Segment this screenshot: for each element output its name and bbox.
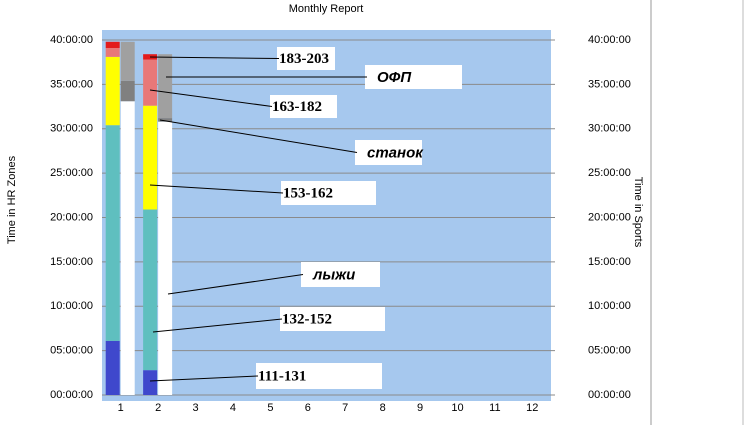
annotation-label: 111-131	[258, 368, 306, 384]
bar-segment	[105, 125, 120, 341]
annotation-box	[301, 262, 380, 287]
y-tick-label: 25:00:00	[50, 167, 93, 179]
bar-segment	[120, 80, 135, 102]
y-tick-label: 20:00:00	[50, 211, 93, 223]
x-tick-label: 5	[267, 402, 273, 414]
x-tick-label: 2	[155, 402, 161, 414]
annotation-box	[281, 181, 376, 205]
annotation-label: станок	[367, 144, 424, 161]
x-tick-label: 7	[342, 402, 348, 414]
bar-segment	[105, 41, 120, 48]
annotation-label: ОФП	[377, 69, 412, 86]
x-tick-label: 3	[192, 402, 198, 414]
chart-title: Monthly Report	[289, 3, 364, 15]
annotation-label: 153-162	[283, 185, 333, 201]
annotation-label: лыжи	[312, 266, 355, 283]
bar-segment	[158, 118, 173, 122]
annotation-leader	[149, 56, 280, 59]
plot-area	[102, 30, 551, 401]
bar-segment	[105, 47, 120, 57]
y-tick-label: 30:00:00	[50, 123, 93, 135]
annotation-leader	[152, 318, 283, 333]
y2-tick-label: 30:00:00	[588, 123, 631, 135]
bar-segment	[143, 105, 158, 210]
y-tick-label: 15:00:00	[50, 256, 93, 268]
y2-tick-label: 20:00:00	[588, 211, 631, 223]
y-tick-label: 40:00:00	[50, 34, 93, 46]
annotation-box	[277, 47, 335, 70]
y-axis-title: Time in HR Zones	[6, 155, 18, 244]
bar-segment	[120, 41, 135, 81]
annotation-label: 183-203	[279, 51, 329, 67]
annotation-label: 132-152	[282, 311, 332, 327]
annotation-box	[256, 363, 382, 389]
y2-tick-label: 10:00:00	[588, 300, 631, 312]
bar-segment	[105, 340, 120, 395]
y2-tick-label: 40:00:00	[588, 34, 631, 46]
x-tick-label: 8	[380, 402, 386, 414]
y-tick-label: 00:00:00	[50, 389, 93, 401]
y2-tick-label: 00:00:00	[588, 389, 631, 401]
y2-tick-label: 05:00:00	[588, 345, 631, 357]
x-tick-label: 4	[230, 402, 236, 414]
annotation-box	[355, 140, 422, 165]
annotation-box	[365, 65, 462, 89]
y2-tick-label: 35:00:00	[588, 78, 631, 90]
bar-segment	[143, 59, 158, 106]
x-tick-label: 12	[526, 402, 538, 414]
annotation-leader	[167, 274, 304, 295]
y2-tick-label: 15:00:00	[588, 256, 631, 268]
y-tick-label: 35:00:00	[50, 78, 93, 90]
annotation-box	[280, 307, 385, 331]
y2-tick-label: 25:00:00	[588, 167, 631, 179]
annotation-label: 163-182	[272, 99, 322, 115]
x-tick-label: 11	[489, 402, 500, 414]
x-tick-label: 9	[417, 402, 423, 414]
x-tick-label: 6	[305, 402, 311, 414]
annotation-leader	[159, 119, 358, 153]
bar-segment	[143, 209, 158, 371]
annotation-leader	[149, 89, 273, 107]
bar-segment	[120, 101, 135, 396]
annotation-leader	[149, 375, 259, 382]
y-tick-label: 10:00:00	[50, 300, 93, 312]
annotation-box	[270, 95, 337, 118]
y2-axis-title: Time in Sports	[632, 177, 644, 248]
x-tick-label: 1	[118, 402, 124, 414]
bar-segment	[105, 56, 120, 126]
x-tick-label: 10	[451, 402, 463, 414]
bar-segment	[158, 54, 173, 119]
annotation-leader	[149, 184, 284, 194]
y-tick-label: 05:00:00	[50, 345, 93, 357]
bar-segment	[143, 370, 158, 395]
bar-segment	[158, 121, 173, 396]
